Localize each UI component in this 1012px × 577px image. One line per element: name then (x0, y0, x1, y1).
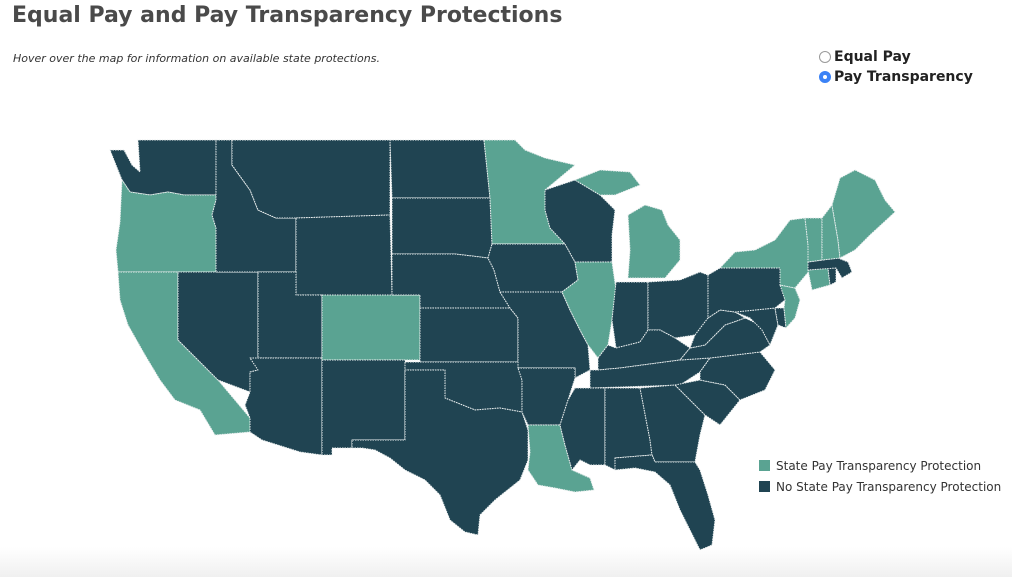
state-ma[interactable] (807, 257, 853, 279)
legend-label-no-protection: No State Pay Transparency Protection (776, 479, 1002, 494)
state-ri[interactable] (827, 267, 837, 286)
state-nd[interactable] (389, 139, 491, 199)
legend-item-protection: State Pay Transparency Protection (759, 455, 1001, 476)
state-de[interactable] (774, 307, 787, 329)
state-tx[interactable] (351, 369, 529, 536)
state-sc[interactable] (674, 379, 741, 426)
page-title: Equal Pay and Pay Transparency Protectio… (12, 3, 563, 28)
state-nj[interactable] (779, 284, 801, 329)
state-in[interactable] (611, 281, 649, 349)
state-ne[interactable] (391, 253, 511, 309)
state-ca[interactable] (117, 271, 251, 436)
state-mn[interactable] (483, 139, 576, 245)
state-nc[interactable] (699, 351, 776, 401)
state-az[interactable] (244, 357, 323, 456)
state-la[interactable] (527, 424, 595, 493)
radio-pay-transparency[interactable]: Pay Transparency (819, 67, 973, 87)
page-subtitle: Hover over the map for information on av… (13, 52, 380, 65)
state-il[interactable] (561, 261, 617, 359)
radio-label-equal-pay: Equal Pay (834, 49, 911, 65)
radio-unchecked-icon[interactable] (819, 51, 831, 63)
mode-toggle: Equal Pay Pay Transparency (819, 47, 973, 87)
state-fl[interactable] (614, 454, 716, 551)
bottom-fade (0, 547, 1012, 577)
legend-swatch-protection (759, 460, 770, 471)
state-sd[interactable] (391, 197, 493, 259)
state-oh[interactable] (647, 271, 709, 339)
state-mt[interactable] (231, 139, 391, 219)
state-ia[interactable] (487, 243, 579, 293)
state-mi[interactable] (574, 169, 681, 279)
state-or[interactable] (115, 179, 217, 273)
state-co[interactable] (321, 294, 421, 361)
radio-label-pay-transparency: Pay Transparency (834, 69, 973, 85)
state-ks[interactable] (419, 307, 519, 363)
legend: State Pay Transparency Protection No Sta… (759, 455, 1001, 497)
state-wy[interactable] (295, 214, 393, 296)
radio-equal-pay[interactable]: Equal Pay (819, 47, 973, 67)
state-ct[interactable] (807, 267, 831, 291)
radio-checked-icon[interactable] (819, 71, 831, 83)
state-me[interactable] (831, 169, 896, 259)
legend-item-no-protection: No State Pay Transparency Protection (759, 476, 1001, 497)
legend-swatch-no-protection (759, 481, 770, 492)
legend-label-protection: State Pay Transparency Protection (776, 458, 982, 473)
state-vt[interactable] (804, 217, 823, 263)
